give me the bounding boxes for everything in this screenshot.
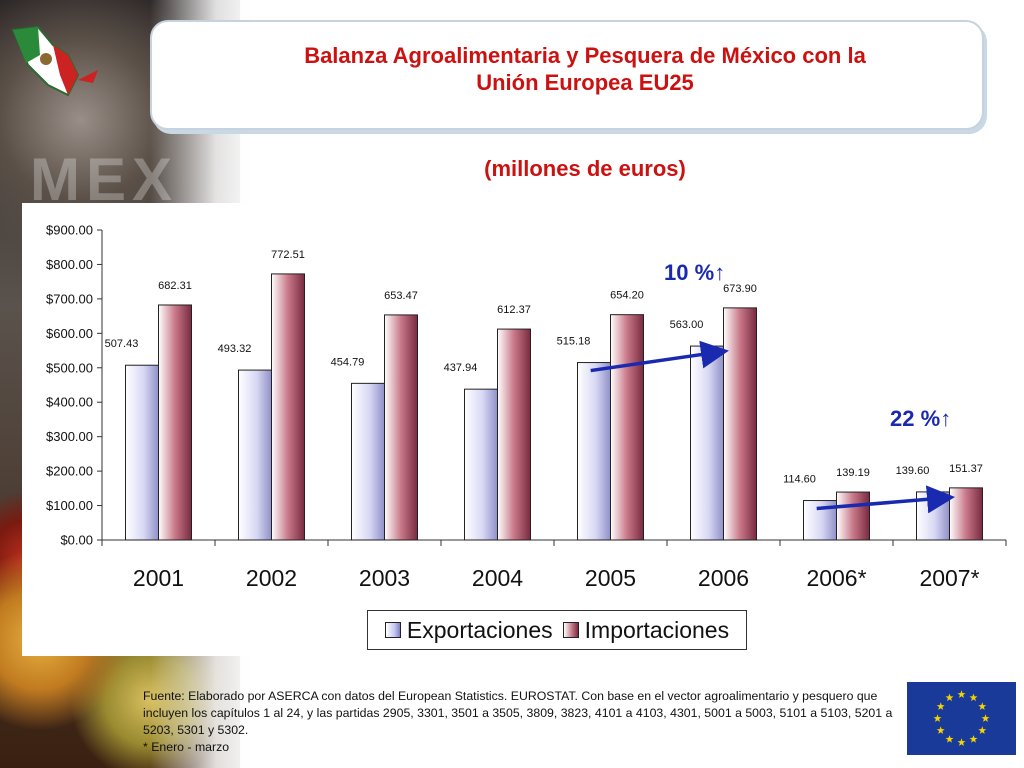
eu-star (945, 693, 954, 702)
eu-star (969, 693, 978, 702)
trend-annotation: 22 %↑ (890, 406, 951, 431)
y-tick-label: $0.00 (60, 533, 93, 548)
x-tick-label: 2007* (919, 565, 979, 591)
bar-importaciones (610, 314, 644, 541)
data-label: 139.19 (836, 467, 870, 479)
title-line-2: Unión Europea EU25 (476, 70, 694, 95)
watermark-logo-text: MEX (30, 146, 179, 213)
title-line-1: Balanza Agroalimentaria y Pesquera de Mé… (304, 43, 866, 68)
bar-importaciones (158, 304, 192, 541)
legend-item-importaciones: Importaciones (562, 616, 730, 644)
data-label: 454.79 (331, 356, 365, 368)
legend-label-importaciones: Importaciones (584, 616, 730, 643)
y-tick-label: $800.00 (46, 257, 93, 272)
x-tick-label: 2002 (246, 565, 297, 591)
eu-star (957, 738, 966, 746)
eu-star (933, 714, 942, 722)
footnote-text: * Enero - marzo (143, 740, 230, 754)
data-label: 515.18 (557, 336, 591, 348)
x-tick-label: 2006 (698, 565, 749, 591)
data-label: 493.32 (218, 343, 252, 355)
data-label: 139.60 (896, 465, 930, 477)
bar-importaciones (271, 273, 305, 541)
eu-star (978, 726, 987, 734)
trend-annotation: 10 %↑ (664, 260, 725, 285)
data-label: 507.43 (105, 338, 139, 350)
eu-star (945, 735, 954, 743)
page-title: Balanza Agroalimentaria y Pesquera de Mé… (150, 42, 1020, 96)
y-tick-label: $400.00 (46, 395, 93, 410)
x-tick-label: 2006* (806, 565, 866, 591)
eu-flag-icon (907, 682, 1016, 755)
legend-swatch-exportaciones (384, 622, 401, 638)
mexico-map-flag-icon (11, 25, 98, 97)
data-label: 563.00 (670, 319, 704, 331)
data-label: 654.20 (610, 290, 644, 302)
bar-exportaciones (577, 362, 611, 541)
source-note: Fuente: Elaborado por ASERCA con datos d… (143, 688, 903, 756)
data-label: 612.37 (497, 304, 531, 316)
bar-importaciones (949, 487, 983, 541)
bar-exportaciones (690, 345, 724, 541)
data-label: 151.37 (949, 463, 983, 475)
data-label: 673.90 (723, 283, 757, 295)
data-label: 653.47 (384, 290, 418, 302)
eu-star (969, 735, 978, 743)
data-label: 772.51 (271, 249, 305, 261)
data-label: 682.31 (158, 280, 192, 292)
trend-arrow (590, 340, 729, 373)
eu-star (978, 702, 987, 710)
y-tick-label: $700.00 (46, 291, 93, 306)
data-label: 437.94 (444, 362, 478, 374)
bar-exportaciones (351, 382, 385, 541)
data-label: 114.60 (783, 474, 816, 486)
x-tick-label: 2005 (585, 565, 636, 591)
x-tick-label: 2001 (133, 565, 184, 591)
legend-item-exportaciones: Exportaciones (384, 616, 553, 644)
bar-importaciones (384, 314, 418, 541)
bar-importaciones (723, 307, 757, 541)
y-tick-label: $100.00 (46, 498, 93, 513)
title-box (150, 20, 984, 130)
x-tick-label: 2004 (472, 565, 523, 591)
eu-star (957, 690, 966, 698)
bar-importaciones (836, 491, 870, 541)
eu-star (936, 726, 945, 734)
source-text: Fuente: Elaborado por ASERCA con datos d… (143, 689, 893, 737)
legend-label-exportaciones: Exportaciones (406, 616, 553, 643)
bar-exportaciones (125, 364, 159, 541)
eu-star (981, 714, 990, 722)
x-tick-label: 2003 (359, 565, 410, 591)
y-tick-label: $600.00 (46, 326, 93, 341)
bar-importaciones (497, 328, 531, 541)
y-tick-label: $300.00 (46, 429, 93, 444)
bar-exportaciones (238, 369, 272, 541)
chart-legend: Exportaciones Importaciones (367, 610, 747, 650)
eu-star (936, 702, 945, 710)
y-tick-label: $500.00 (46, 360, 93, 375)
legend-swatch-importaciones (562, 622, 579, 638)
y-tick-label: $200.00 (46, 464, 93, 479)
chart-subtitle: (millones de euros) (484, 156, 686, 181)
bar-exportaciones (464, 388, 498, 541)
trend-arrow (816, 485, 956, 514)
y-tick-label: $900.00 (46, 223, 93, 238)
